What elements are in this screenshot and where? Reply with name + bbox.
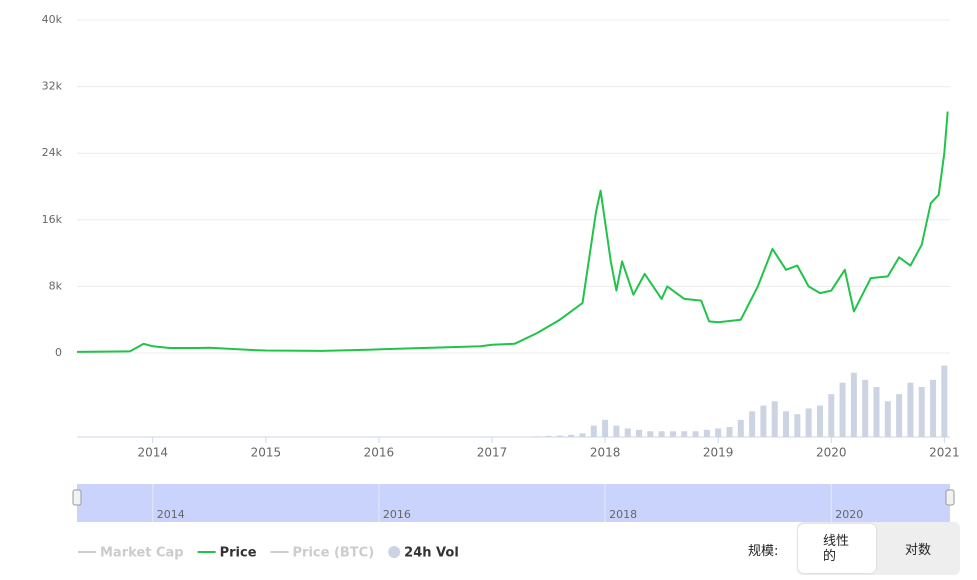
y-tick-label: 0 <box>55 346 62 359</box>
volume-bar <box>703 429 710 437</box>
y-tick-label: 16k <box>42 213 63 226</box>
volume-bar <box>726 427 733 437</box>
legend-label[interactable]: Price <box>220 546 257 561</box>
volume-bar <box>907 382 914 437</box>
volume-bar <box>760 405 767 437</box>
volume-bar <box>556 435 563 437</box>
volume-bar <box>884 401 891 437</box>
navigator-tick-label: 2018 <box>609 508 637 521</box>
volume-bar <box>613 425 620 437</box>
scale-label: 规模: <box>748 544 779 559</box>
volume-bar <box>579 433 586 437</box>
volume-bar <box>816 405 823 437</box>
volume-bar <box>941 365 948 437</box>
legend-label[interactable]: Price (BTC) <box>293 546 375 561</box>
volume-bar <box>692 431 699 437</box>
volume-bar <box>862 379 869 437</box>
x-tick-label: 2021 <box>929 446 960 460</box>
navigator[interactable] <box>77 484 950 522</box>
navigator-handle[interactable] <box>72 489 82 506</box>
scale-option-label: 线性的 <box>823 533 850 564</box>
volume-bar <box>545 435 552 437</box>
volume-bar <box>783 411 790 437</box>
x-tick-label: 2018 <box>590 446 621 460</box>
legend-label[interactable]: Market Cap <box>100 546 184 561</box>
legend-symbol[interactable] <box>388 546 401 558</box>
volume-bar <box>534 436 541 437</box>
y-tick-label: 32k <box>42 80 63 93</box>
x-tick-label: 2016 <box>364 446 395 460</box>
navigator-tick-label: 2014 <box>157 508 185 521</box>
volume-bar <box>681 431 688 437</box>
volume-bar <box>568 434 575 437</box>
navigator-tick-label: 2016 <box>383 508 411 521</box>
x-tick-label: 2015 <box>251 446 282 460</box>
volume-bar <box>918 387 925 437</box>
volume-bar <box>590 425 597 437</box>
volume-bar <box>715 428 722 437</box>
volume-bar <box>737 419 744 437</box>
y-tick-label: 24k <box>42 146 63 159</box>
navigator-handle[interactable] <box>945 489 955 506</box>
volume-bar <box>896 394 903 437</box>
volume-bar <box>805 408 812 437</box>
y-tick-label: 8k <box>49 279 63 292</box>
volume-bar <box>771 401 778 437</box>
volume-bar <box>828 394 835 437</box>
x-tick-label: 2019 <box>703 446 734 460</box>
scale-option[interactable]: 线性的 <box>798 524 876 573</box>
x-tick-label: 2017 <box>477 446 508 460</box>
legend-label[interactable]: 24h Vol <box>404 546 459 561</box>
volume-bar <box>647 431 654 437</box>
scale-option[interactable]: 对数 <box>879 524 957 573</box>
x-tick-label: 2014 <box>137 446 168 460</box>
volume-bar <box>794 414 801 437</box>
volume-bar <box>839 382 846 437</box>
volume-bar <box>749 411 756 437</box>
scale-option-label: 对数 <box>904 543 931 558</box>
price-line <box>76 111 949 353</box>
x-tick-label: 2020 <box>816 446 847 460</box>
navigator-tick-label: 2020 <box>835 508 863 521</box>
volume-bar <box>602 419 609 437</box>
y-tick-label: 40k <box>42 13 63 26</box>
volume-bar <box>669 431 676 437</box>
volume-bar <box>930 379 937 437</box>
volume-bar <box>636 429 643 437</box>
scale-toggle: 线性的 对数 <box>797 522 960 575</box>
volume-bar <box>658 431 665 437</box>
volume-bar <box>850 372 857 437</box>
volume-bar <box>873 387 880 437</box>
volume-bar <box>624 428 631 437</box>
